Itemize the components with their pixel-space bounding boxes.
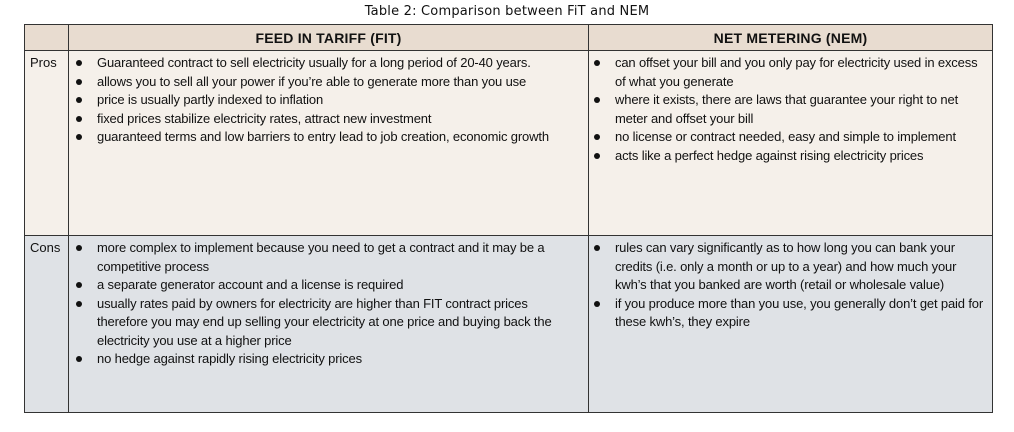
header-row: FEED IN TARIFF (FIT) NET METERING (NEM) [24,24,993,51]
list-item: usually rates paid by owners for electri… [76,295,580,351]
cons-row: Cons more complex to implement because y… [24,235,993,413]
list-item: fixed prices stabilize electricity rates… [76,110,580,129]
table-caption: Table 2: Comparison between FiT and NEM [364,4,650,19]
header-fit: FEED IN TARIFF (FIT) [68,24,589,51]
cons-nem-list: rules can vary significantly as to how l… [589,236,992,332]
pros-fit-cell: Guaranteed contract to sell electricity … [68,50,589,236]
list-item: a separate generator account and a licen… [76,276,580,295]
list-item: more complex to implement because you ne… [76,239,580,276]
list-item: if you produce more than you use, you ge… [594,295,984,332]
list-item: rules can vary significantly as to how l… [594,239,984,295]
row-label-cons: Cons [24,235,69,413]
list-item: allows you to sell all your power if you… [76,73,580,92]
list-item: price is usually partly indexed to infla… [76,91,580,110]
pros-nem-cell: can offset your bill and you only pay fo… [588,50,993,236]
list-item: no license or contract needed, easy and … [594,128,984,147]
list-item: no hedge against rapidly rising electric… [76,350,580,369]
header-nem: NET METERING (NEM) [588,24,993,51]
list-item: where it exists, there are laws that gua… [594,91,984,128]
list-item: acts like a perfect hedge against rising… [594,147,984,166]
list-item: Guaranteed contract to sell electricity … [76,54,580,73]
pros-row: Pros Guaranteed contract to sell electri… [24,50,993,236]
comparison-table: FEED IN TARIFF (FIT) NET METERING (NEM) … [24,24,993,413]
list-item: guaranteed terms and low barriers to ent… [76,128,580,147]
cons-fit-list: more complex to implement because you ne… [69,236,588,369]
pros-nem-list: can offset your bill and you only pay fo… [589,51,992,165]
header-corner-cell [24,24,69,51]
list-item: can offset your bill and you only pay fo… [594,54,984,91]
cons-fit-cell: more complex to implement because you ne… [68,235,589,413]
pros-fit-list: Guaranteed contract to sell electricity … [69,51,588,147]
row-label-pros: Pros [24,50,69,236]
cons-nem-cell: rules can vary significantly as to how l… [588,235,993,413]
